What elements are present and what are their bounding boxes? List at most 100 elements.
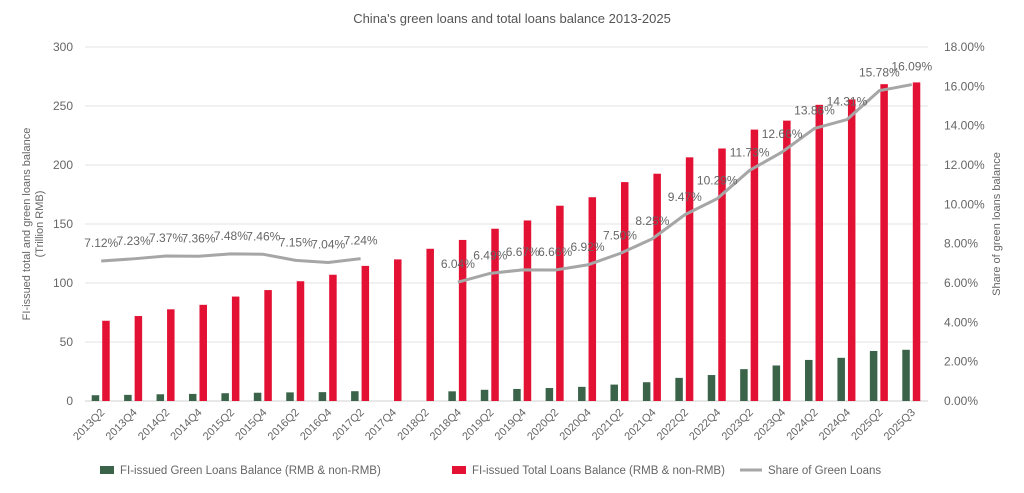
- legend-item: FI-issued Green Loans Balance (RMB & non…: [100, 465, 381, 477]
- x-tick-label: 2023Q2: [720, 407, 756, 443]
- chart-title: China's green loans and total loans bala…: [353, 11, 671, 26]
- x-tick-label: 2020Q4: [558, 407, 594, 443]
- y-tick-label: 50: [60, 335, 74, 349]
- green-loans-bar: [642, 382, 651, 401]
- x-tick-label: 2022Q4: [687, 407, 723, 443]
- x-tick-label: 2019Q2: [460, 407, 496, 443]
- total-loans-bar: [361, 265, 370, 401]
- green-loans-bar: [772, 365, 781, 401]
- total-loans-bar: [102, 320, 110, 401]
- x-tick-label: 2023Q4: [752, 407, 788, 443]
- total-loans-bar: [458, 239, 467, 401]
- total-loans-bar: [718, 148, 726, 401]
- share-line: [101, 252, 361, 265]
- green-loans-bar: [805, 359, 813, 401]
- total-loans-bar: [620, 182, 629, 401]
- share-data-label: 7.04%: [311, 238, 345, 252]
- y-right-tick-label: 12.00%: [944, 158, 985, 172]
- x-tick-label: 2013Q2: [71, 407, 107, 443]
- green-loans-bar: [253, 392, 262, 401]
- total-loans-bar: [653, 173, 661, 401]
- green-loans-bar: [610, 384, 618, 401]
- total-loans-bar: [880, 84, 888, 402]
- green-loans-bar: [480, 389, 489, 401]
- green-loans-bar: [351, 391, 359, 401]
- share-data-label: 7.15%: [279, 235, 313, 249]
- y-tick-label: 300: [53, 40, 73, 54]
- x-tick-label: 2017Q4: [363, 407, 399, 443]
- x-tick-label: 2025Q2: [849, 407, 885, 443]
- share-data-label: 14.31%: [827, 95, 868, 109]
- x-tick-label: 2019Q4: [493, 407, 529, 443]
- green-loans-bar: [513, 388, 521, 401]
- share-data-label: 15.78%: [859, 66, 900, 80]
- y-right-tick-label: 16.00%: [944, 79, 985, 93]
- green-loans-bar: [91, 395, 100, 401]
- green-loans-bar: [578, 386, 586, 401]
- y-tick-label: 0: [66, 394, 73, 408]
- total-loans-bar: [264, 290, 272, 401]
- green-loans-bar: [869, 350, 878, 401]
- legend-item: Share of Green Loans: [740, 465, 881, 477]
- y-axis-right-label: Share of green loans balance: [991, 152, 1003, 296]
- share-data-label: 16.09%: [891, 60, 932, 74]
- green-loans-bar: [124, 394, 132, 401]
- y-right-tick-label: 4.00%: [944, 315, 978, 329]
- total-loans-bar: [523, 220, 532, 401]
- x-tick-label: 2014Q4: [168, 407, 204, 443]
- x-tick-label: 2022Q2: [655, 407, 691, 443]
- legend-label: FI-issued Green Loans Balance (RMB & non…: [120, 465, 381, 477]
- green-loans-bar: [837, 357, 845, 401]
- share-data-label: 6.66%: [538, 245, 572, 259]
- total-loans-bar: [815, 104, 824, 401]
- green-loans-bar: [740, 369, 748, 401]
- share-data-label: 13.86%: [794, 103, 835, 117]
- y-tick-label: 250: [53, 99, 73, 113]
- total-loans-bar: [847, 99, 856, 401]
- total-loans-bar: [296, 281, 305, 401]
- y-right-tick-label: 10.00%: [944, 197, 985, 211]
- green-loans-bar: [221, 393, 229, 401]
- x-tick-label: 2024Q4: [817, 407, 853, 443]
- legend-item: FI-issued Total Loans Balance (RMB & non…: [452, 465, 725, 477]
- green-loans-bar: [286, 392, 294, 401]
- x-tick-label: 2020Q2: [525, 407, 561, 443]
- share-data-label: 12.66%: [762, 127, 803, 141]
- x-tick-label: 2018Q4: [428, 407, 464, 443]
- total-loans-bar: [588, 197, 597, 401]
- green-loans-bar: [156, 394, 165, 401]
- total-loans-bar: [556, 205, 564, 401]
- share-data-label: 8.25%: [635, 214, 669, 228]
- total-loans-bar: [231, 296, 240, 401]
- x-tick-label: 2017Q2: [331, 407, 367, 443]
- total-loans-bar: [783, 120, 791, 401]
- green-loans-bar: [318, 392, 327, 401]
- y-right-tick-label: 2.00%: [944, 355, 978, 369]
- y-tick-label: 100: [53, 276, 73, 290]
- x-tick-label: 2025Q3: [882, 407, 918, 443]
- share-data-label: 7.24%: [344, 234, 378, 248]
- share-data-label: 6.67%: [506, 245, 540, 259]
- legend-label: Share of Green Loans: [768, 465, 881, 477]
- x-tick-label: 2016Q4: [298, 407, 334, 443]
- green-loans-bar: [448, 391, 456, 401]
- y-right-tick-label: 18.00%: [944, 40, 985, 54]
- total-loans-bar: [329, 274, 337, 401]
- total-loans-bar: [685, 157, 694, 401]
- share-data-label: 10.29%: [697, 174, 738, 188]
- share-data-label: 7.37%: [149, 231, 183, 245]
- y-axis-label: FI-issued total and green loans balance(…: [21, 128, 46, 321]
- share-data-label: 7.48%: [214, 229, 248, 243]
- total-loans-bar: [426, 248, 434, 401]
- x-tick-label: 2018Q2: [395, 407, 431, 443]
- legend-swatch: [452, 466, 466, 474]
- x-tick-label: 2021Q2: [590, 407, 626, 443]
- share-data-label: 6.04%: [441, 257, 475, 271]
- x-tick-label: 2014Q2: [136, 407, 172, 443]
- x-tick-label: 2013Q4: [104, 407, 140, 443]
- x-tick-label: 2016Q2: [266, 407, 302, 443]
- share-data-label: 6.92%: [571, 240, 605, 254]
- y-tick-label: 200: [53, 158, 73, 172]
